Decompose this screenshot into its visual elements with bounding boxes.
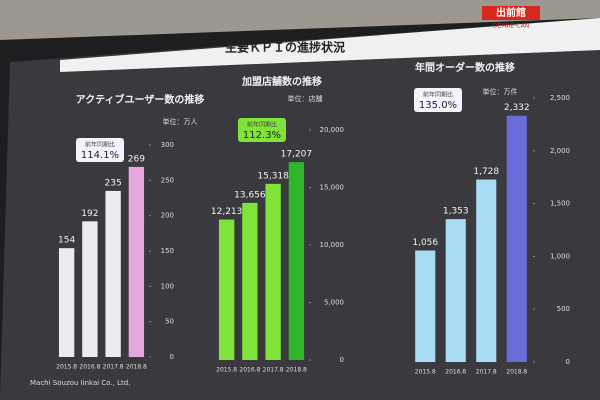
x-tick-label: 2015.8 [56,364,77,371]
x-tick-label: 2017.8 [476,369,497,376]
y-tick-label: 2,000 [550,147,570,155]
copyright: Machi Souzou Iinkai Co., Ltd. [30,379,130,387]
value-label: 1,728 [473,167,499,177]
bar [128,166,145,357]
y-tick-label: 5,000 [324,299,344,307]
y-tick-label: 250 [161,176,174,184]
value-label: 235 [105,178,122,188]
value-label: 15,318 [257,171,289,181]
unit-label: 単位：店舗 [288,94,323,103]
badge-label: 前年同期比 [423,91,453,99]
value-label: 269 [128,154,145,164]
y-tick-label: 0 [566,358,570,366]
value-label: 192 [81,209,98,219]
unit-label: 単位：万人 [163,117,198,126]
y-tick-label: 2,500 [550,94,570,102]
ceiling [0,0,600,40]
bar [105,190,121,357]
value-label: 1,353 [443,207,469,217]
x-tick-label: 2018.8 [286,367,307,374]
badge [238,118,286,142]
bar [242,202,258,360]
chart-title: アクティブユーザー数の推移 [76,93,205,106]
slide-title: 主要ＫＰＩの進捗状況 [225,40,345,55]
badge-value: 135.0% [419,100,457,111]
chart-title: 年間オーダー数の推移 [415,61,515,74]
value-label: 154 [58,236,75,246]
y-tick-label: 300 [161,141,174,149]
x-tick-label: 2016.8 [79,364,100,371]
y-tick-label: 200 [161,212,174,220]
badge-value: 112.3% [243,130,281,141]
chart-title: 加盟店舗数の推移 [241,75,322,88]
y-tick-label: 50 [165,318,174,326]
badge-value: 114.1% [81,150,119,161]
bar [58,248,75,357]
logo-box [482,6,540,20]
value-label: 13,656 [234,190,266,200]
y-tick-label: 10,000 [320,241,345,249]
bar [445,219,466,362]
x-tick-label: 2015.8 [415,369,436,376]
unit-label: 単位：万件 [483,87,518,96]
x-tick-label: 2015.8 [216,367,237,374]
x-tick-label: 2018.8 [126,364,147,371]
value-label: 1,056 [412,238,438,248]
badge [76,138,124,162]
title-band [60,18,600,72]
logo-sub: DEMAE-CAN [493,23,529,30]
logo: 出前館 [496,6,526,19]
x-tick-label: 2016.8 [445,369,466,376]
bar [82,221,98,357]
y-tick-label: 1,500 [550,200,570,208]
x-tick-label: 2016.8 [239,367,260,374]
y-tick-label: 20,000 [320,126,345,134]
x-tick-label: 2017.8 [103,364,124,371]
bar [476,179,497,362]
badge-label: 前年同期比 [85,141,115,149]
x-tick-label: 2017.8 [263,367,284,374]
bar [265,183,281,360]
value-label: 2,332 [504,103,530,113]
badge [414,88,462,112]
bar [415,250,436,362]
x-tick-label: 2018.8 [506,369,527,376]
y-tick-label: 0 [170,353,174,361]
y-tick-label: 1,000 [550,252,570,260]
value-label: 17,207 [281,150,313,160]
y-tick-label: 150 [161,247,174,255]
badge-label: 前年同期比 [247,121,277,129]
y-tick-label: 15,000 [320,184,345,192]
y-tick-label: 500 [557,305,570,313]
bar [218,219,235,360]
bar [288,162,305,360]
y-tick-label: 100 [161,282,174,290]
y-tick-label: 0 [340,356,344,364]
bar [506,115,527,362]
value-label: 12,213 [211,207,243,217]
